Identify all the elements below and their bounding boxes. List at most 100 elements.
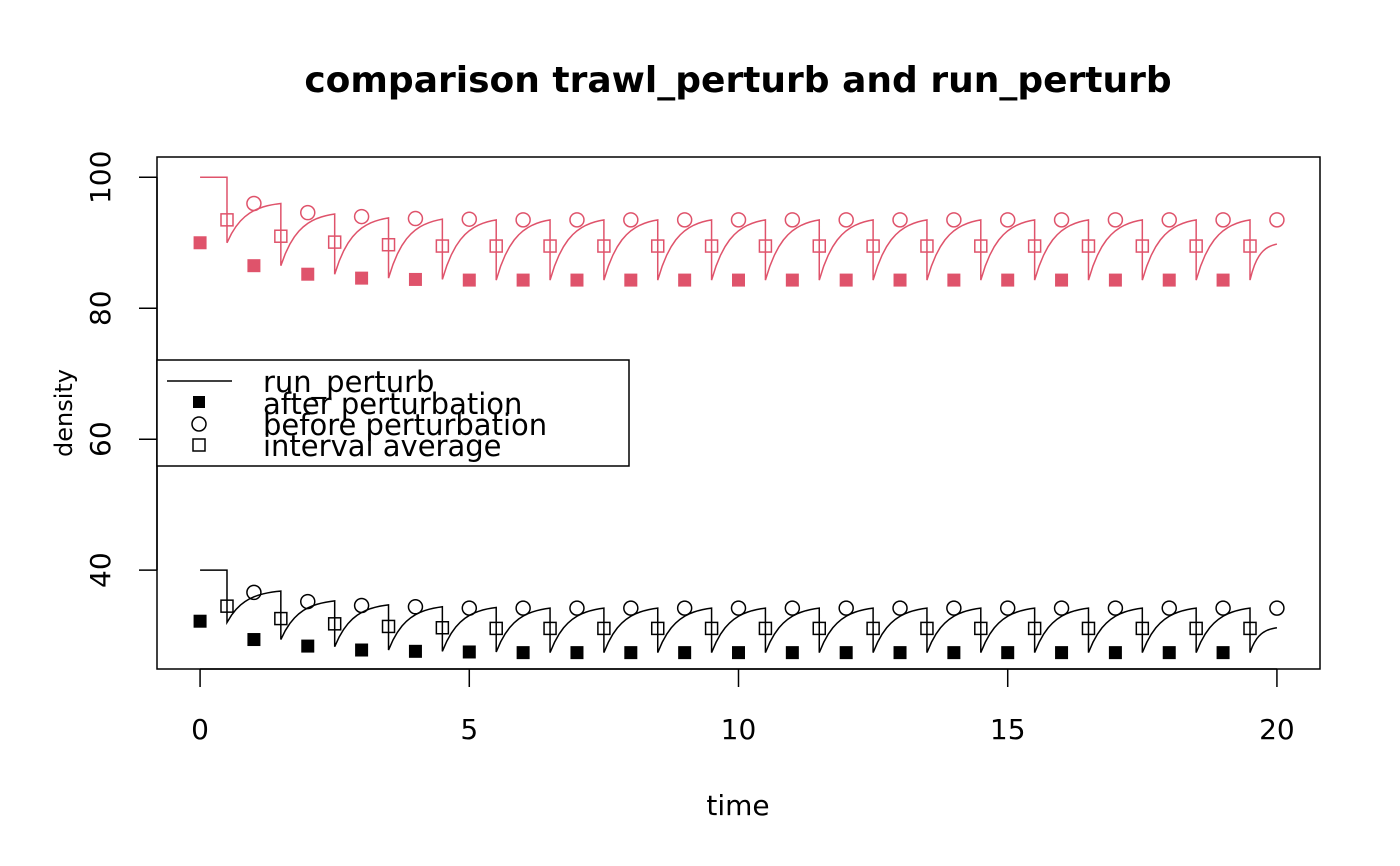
interval-average-point: [1189, 621, 1203, 636]
interval-average-point: [866, 621, 880, 636]
after-perturbation-point: [193, 236, 207, 250]
after-perturbation-point: [1108, 646, 1122, 660]
legend-label-run-perturb: run_perturb: [263, 365, 434, 399]
before-perturbation-point: [892, 212, 908, 228]
after-perturbation-point: [678, 646, 692, 660]
interval-average-point: [704, 239, 719, 253]
interval-average-point: [435, 239, 450, 253]
before-perturbation-point: [838, 600, 854, 616]
after-perturbation-point: [785, 646, 799, 660]
y-tick-label: 40: [84, 552, 117, 588]
after-perturbation-point: [408, 272, 422, 286]
before-perturbation-point: [1053, 212, 1070, 228]
after-perturbation-point: [839, 273, 853, 287]
after-perturbation-point: [1108, 273, 1122, 287]
after-perturbation-point: [462, 273, 476, 287]
y-tick-label: 80: [84, 290, 117, 326]
after-perturbation-point: [839, 646, 853, 660]
after-perturbation-point: [1162, 273, 1176, 287]
after-perturbation-point: [1055, 273, 1069, 287]
interval-average-point: [920, 621, 934, 636]
interval-average-point: [650, 621, 665, 636]
interval-average-point: [489, 239, 503, 253]
before-perturbation-point: [515, 600, 531, 616]
before-perturbation-point: [300, 593, 316, 610]
before-perturbation-point: [407, 210, 424, 227]
after-perturbation-point: [247, 633, 261, 647]
x-tick-label: 5: [460, 713, 478, 746]
before-perturbation-point: [1053, 600, 1070, 616]
before-perturbation-point: [246, 195, 262, 212]
after-perturbation-point: [1216, 273, 1230, 287]
interval-average-point: [758, 621, 773, 636]
before-perturbation-point: [353, 208, 370, 225]
interval-average-point: [1135, 239, 1150, 253]
legend-label-before-perturbation: before perturbation: [263, 408, 547, 442]
before-perturbation-point: [461, 600, 478, 616]
interval-average-point: [812, 621, 827, 636]
before-perturbation-point: [246, 584, 262, 601]
before-perturbation-point: [515, 212, 531, 228]
after-perturbation-point: [1055, 646, 1069, 660]
interval-average-point: [597, 621, 611, 636]
before-perturbation-point: [999, 600, 1016, 616]
before-perturbation-point: [784, 600, 801, 616]
before-perturbation-point: [946, 212, 962, 228]
y-axis: 40 60 80 100: [84, 151, 158, 588]
interval-average-point: [543, 239, 557, 253]
interval-average-point: [381, 237, 396, 252]
data-layer: [193, 176, 1285, 660]
before-perturbation-point: [623, 600, 639, 616]
run-perturb-line: [200, 569, 1278, 653]
y-tick-label: 100: [84, 151, 117, 204]
before-perturbation-point: [353, 597, 370, 614]
chart-title: comparison trawl_perturb and run_perturb: [304, 60, 1171, 101]
interval-average-point: [597, 239, 611, 253]
before-perturbation-point: [1107, 212, 1124, 228]
interval-average-point: [974, 621, 988, 636]
after-perturbation-point: [355, 643, 369, 657]
interval-average-point: [920, 239, 934, 253]
after-perturbation-point: [1216, 646, 1230, 660]
x-tick-label: 10: [721, 713, 757, 746]
after-perturbation-point: [732, 273, 745, 287]
legend-box: [156, 359, 630, 467]
y-axis-label: density: [50, 369, 78, 457]
series-1: [193, 569, 1285, 660]
before-perturbation-point: [1215, 212, 1231, 228]
after-perturbation-point: [408, 644, 422, 658]
interval-average-point: [220, 599, 234, 613]
after-perturbation-point: [193, 614, 207, 628]
after-perturbation-point: [516, 273, 530, 287]
interval-average-point: [1027, 621, 1042, 636]
after-perturbation-point: [462, 645, 476, 659]
interval-average-point: [758, 239, 773, 253]
interval-average-point: [543, 621, 557, 636]
interval-average-point: [1081, 239, 1096, 253]
legend-filled-square-symbol: [193, 396, 205, 408]
x-tick-label: 0: [191, 713, 209, 746]
before-perturbation-point: [676, 212, 693, 228]
after-perturbation-point: [893, 273, 907, 287]
interval-average-point: [1081, 621, 1096, 636]
after-perturbation-point: [247, 259, 261, 273]
legend-open-square-symbol: [192, 438, 206, 452]
before-perturbation-point: [730, 600, 747, 616]
interval-average-point: [704, 621, 719, 636]
legend-label-after-perturbation: after perturbation: [263, 387, 522, 421]
legend-open-circle-symbol: [191, 416, 207, 432]
interval-average-point: [220, 213, 234, 227]
before-perturbation-point: [999, 212, 1016, 228]
before-perturbation-point: [892, 600, 908, 616]
after-perturbation-point: [1001, 273, 1015, 287]
before-perturbation-point: [623, 212, 639, 228]
x-axis: 0 5 10 15 20: [191, 668, 1295, 746]
interval-average-point: [274, 229, 288, 243]
after-perturbation-point: [570, 273, 584, 287]
before-perturbation-point: [1215, 600, 1231, 616]
before-perturbation-point: [838, 212, 854, 228]
after-perturbation-point: [678, 273, 692, 287]
before-perturbation-point: [569, 212, 585, 228]
before-perturbation-point: [461, 211, 478, 227]
after-perturbation-point: [1162, 646, 1176, 660]
